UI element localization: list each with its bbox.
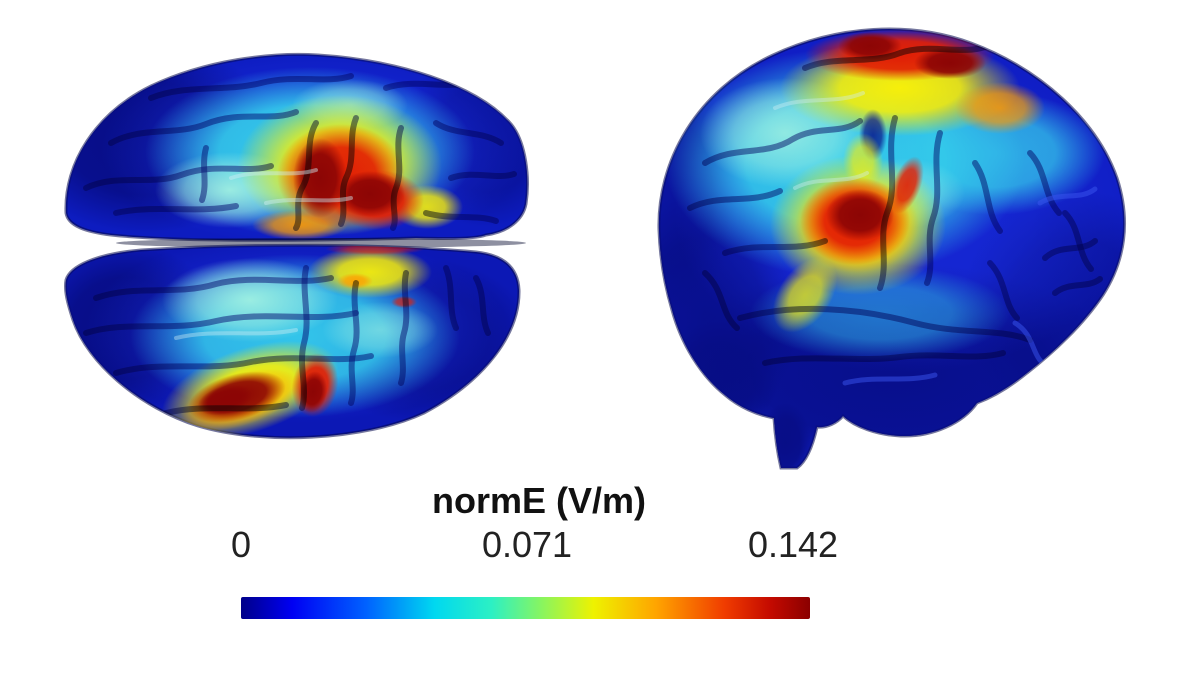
top-view-lower-heatmap — [65, 245, 520, 438]
brain-top-view-image — [64, 52, 529, 440]
top-view-upper-highlights — [229, 168, 353, 205]
top-view-lower-hemisphere — [64, 243, 521, 440]
colorbar-tick-min: 0 — [230, 524, 252, 565]
lateral-view-sulci — [687, 44, 1103, 366]
top-view-lower-sulci — [83, 265, 491, 416]
colorbar-gradient — [241, 597, 810, 619]
colorbar-tick-max: 0.142 — [747, 524, 839, 565]
lateral-view-heatmap — [658, 29, 1125, 469]
colorbar-title: normE (V/m) — [431, 480, 647, 521]
colorbar-tick-mid: 0.071 — [481, 524, 573, 565]
top-view-lower-highlights — [174, 328, 298, 340]
top-view-upper-hemisphere — [64, 52, 529, 242]
brain-lateral-view-image — [657, 27, 1126, 470]
lateral-view-hemisphere — [657, 27, 1126, 470]
lateral-view-highlights — [773, 91, 869, 190]
